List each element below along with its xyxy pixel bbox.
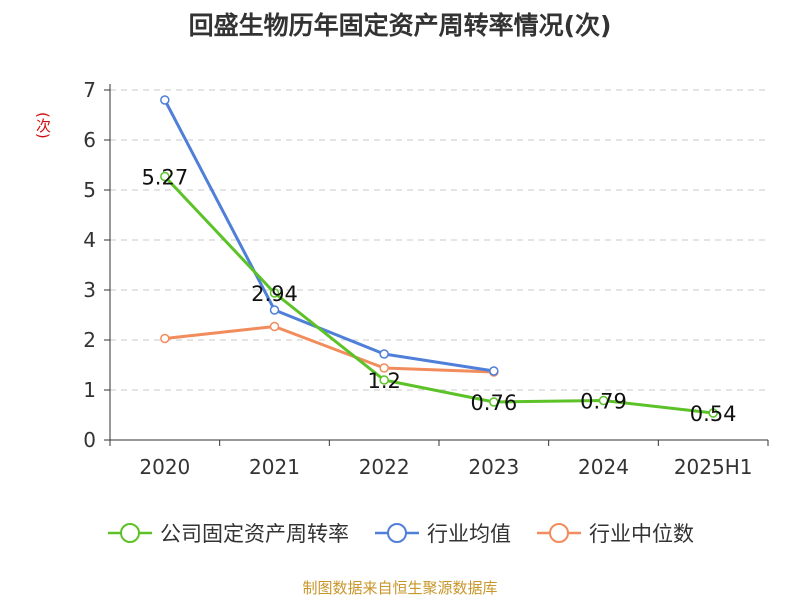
series-line <box>164 325 494 374</box>
data-point <box>269 321 280 332</box>
legend-item[interactable]: 公司固定资产周转率 <box>106 518 349 548</box>
y-tick-label: 3 <box>83 278 96 302</box>
data-point <box>708 408 718 418</box>
series-line <box>163 99 495 373</box>
data-label: 0.79 <box>580 390 627 414</box>
data-label: 0.54 <box>690 402 737 426</box>
data-point <box>269 305 280 315</box>
y-axis-label: (次) <box>34 112 52 139</box>
chart-title: 回盛生物历年固定资产周转率情况(次) <box>188 11 612 40</box>
data-point <box>379 375 389 385</box>
legend-label: 行业均值 <box>427 522 511 546</box>
y-tick-label: 2 <box>83 328 96 352</box>
y-tick-label: 7 <box>83 78 96 102</box>
data-label: 0.76 <box>470 391 517 415</box>
data-point <box>269 288 280 298</box>
legend-label: 公司固定资产周转率 <box>160 522 349 546</box>
data-label: 1.2 <box>367 369 400 393</box>
data-point <box>160 171 170 182</box>
x-tick-label: 2021 <box>249 455 300 479</box>
x-tick-label: 2024 <box>578 455 629 479</box>
legend-swatch-icon <box>108 523 152 543</box>
y-tick-label: 6 <box>83 128 96 152</box>
data-point <box>160 95 170 105</box>
x-tick-label: 2022 <box>359 455 410 479</box>
data-label: 2.94 <box>251 282 298 306</box>
data-source-note: 制图数据来自恒生聚源数据库 <box>302 579 498 597</box>
chart-legend: 公司固定资产周转率 行业均值 行业中位数 <box>0 518 800 548</box>
x-tick-label: 2020 <box>139 455 190 479</box>
legend-swatch-icon <box>537 523 581 543</box>
data-point <box>160 333 170 344</box>
legend-item[interactable]: 行业均值 <box>373 518 511 548</box>
y-tick-label: 0 <box>83 428 96 452</box>
legend-swatch-icon <box>375 523 419 543</box>
legend-label: 行业中位数 <box>589 522 694 546</box>
y-tick-label: 4 <box>83 228 96 252</box>
data-point <box>379 363 389 373</box>
x-tick-label: 2023 <box>468 455 519 479</box>
y-tick-label: 5 <box>83 178 96 202</box>
data-point <box>379 349 389 359</box>
data-label: 5.27 <box>141 166 188 190</box>
x-tick-label: 2025H1 <box>674 455 753 479</box>
y-tick-label: 1 <box>83 378 96 402</box>
data-point <box>489 397 499 407</box>
data-point <box>598 395 609 406</box>
series-line <box>163 175 714 415</box>
data-point <box>489 366 499 376</box>
legend-item[interactable]: 行业中位数 <box>535 518 694 548</box>
